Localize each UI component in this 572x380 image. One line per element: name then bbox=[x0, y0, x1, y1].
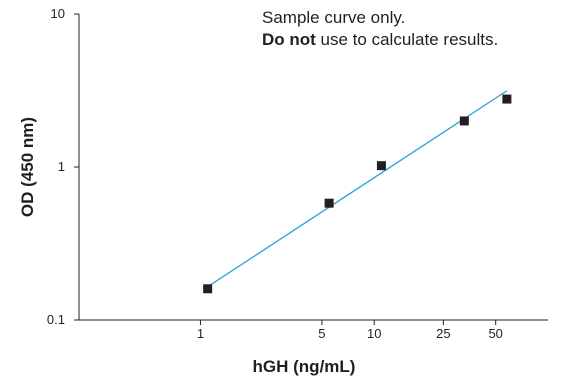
x-tick-label: 50 bbox=[488, 326, 502, 341]
x-axis-title: hGH (ng/mL) bbox=[253, 357, 356, 376]
data-point bbox=[203, 284, 213, 294]
y-tick-label: 0.1 bbox=[47, 312, 65, 327]
fit-line bbox=[207, 90, 508, 288]
disclaimer-line-1: Sample curve only. bbox=[262, 8, 406, 27]
y-ticks: 0.1 1 10 bbox=[47, 6, 79, 327]
disclaimer-emphasis: Do not bbox=[262, 30, 316, 49]
disclaimer-rest: use to calculate results. bbox=[315, 30, 499, 49]
x-tick-label: 10 bbox=[367, 326, 381, 341]
x-tick-label: 25 bbox=[436, 326, 450, 341]
y-tick-label: 10 bbox=[51, 6, 65, 21]
x-ticks: 1 5 10 25 50 bbox=[197, 320, 503, 341]
y-axis-title: OD (450 nm) bbox=[18, 117, 37, 217]
disclaimer-line-2: Do not use to calculate results. bbox=[262, 30, 498, 50]
data-point bbox=[324, 198, 334, 208]
data-points bbox=[203, 94, 512, 294]
x-tick-label: 1 bbox=[197, 326, 204, 341]
fit-curve bbox=[207, 90, 508, 288]
axes: 0.1 1 10 1 5 10 25 50 bbox=[47, 6, 548, 341]
y-tick-label: 1 bbox=[58, 159, 65, 174]
data-point bbox=[376, 161, 386, 171]
data-point bbox=[502, 94, 512, 104]
x-tick-label: 5 bbox=[318, 326, 325, 341]
data-point bbox=[459, 116, 469, 126]
